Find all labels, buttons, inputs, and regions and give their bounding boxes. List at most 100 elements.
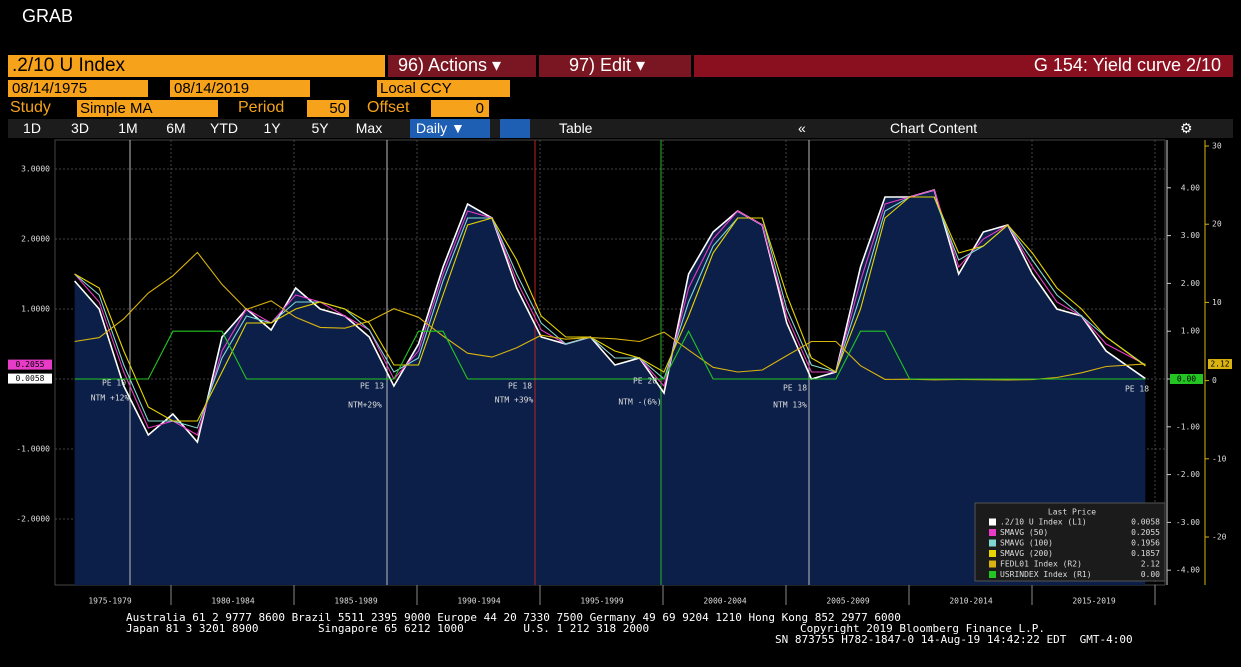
y-tick-label: 2.0000 (21, 234, 50, 243)
price-tag (8, 359, 52, 370)
annotation: NTM +39% (495, 396, 534, 405)
offset-label: Offset (367, 99, 410, 116)
chart-type-button[interactable] (500, 119, 530, 138)
y3-tick-label: 20 (1212, 220, 1222, 229)
x-tick-label: 1985-1989 (334, 597, 378, 606)
chart: 1975-1979 1980-1984 1985-1989 1990-1994 1995… (8, 139, 1232, 606)
x-tick-label: 2010-2014 (949, 597, 993, 606)
range-button[interactable]: 1Y (263, 120, 281, 136)
copyright: Copyright 2019 Bloomberg Finance L.P. (800, 622, 1046, 635)
y2-tick-label: -1.00 (1176, 422, 1200, 431)
legend-value: 0.1857 (1131, 549, 1160, 558)
y2-tick-label: 3.00 (1181, 231, 1200, 240)
x-tick-label: 2005-2009 (826, 597, 870, 606)
study[interactable]: Simple MA (77, 100, 218, 117)
actions-menu[interactable]: 96) Actions ▾ (388, 55, 536, 77)
y3-tick-label: 10 (1212, 298, 1222, 307)
table-button[interactable]: Table (559, 120, 593, 136)
legend-label: SMAVG (50) (1000, 528, 1048, 537)
edit-menu[interactable]: 97) Edit ▾ (539, 55, 691, 77)
legend-label: FEDL01 Index (R2) (1000, 560, 1082, 569)
series-line (74, 329, 1146, 380)
period[interactable]: 50 (307, 100, 349, 117)
y2-tick-label: 2.00 (1181, 279, 1200, 288)
offset[interactable]: 0 (431, 100, 489, 117)
y2-tick-label: 4.00 (1181, 183, 1200, 192)
annotation: NTM +12% (91, 394, 130, 403)
legend-swatch (989, 539, 996, 547)
legend-value: 0.1956 (1131, 539, 1160, 548)
app-title: GRAB (22, 6, 74, 26)
annotation: NTM 13% (773, 401, 807, 410)
x-tick-label: 2000-2004 (703, 597, 747, 606)
footer-line: Japan 81 3 3201 8900 Singapore 65 6212 1… (126, 622, 650, 635)
settings-icon[interactable]: ⚙ (1180, 120, 1193, 136)
y2-tick-label: -3.00 (1176, 518, 1200, 527)
legend-value: 0.0058 (1131, 518, 1160, 527)
y-tick-label: 1.0000 (21, 304, 50, 313)
y2-tick-label: -2.00 (1176, 470, 1200, 479)
annotation: PE 18 (1125, 385, 1149, 394)
footer-line: SN 873755 H782-1847-0 14-Aug-19 14:42:22… (775, 633, 1133, 646)
study-label: Study (10, 99, 51, 116)
frequency[interactable]: Daily ▼ (410, 119, 490, 138)
range-button[interactable]: 1M (118, 120, 138, 136)
start-date[interactable]: 08/14/1975 (8, 80, 148, 97)
legend-swatch (989, 529, 996, 536)
range-button[interactable]: 1D (23, 120, 41, 136)
annotation: PE 20 (633, 377, 657, 386)
series-line (73, 189, 1146, 444)
range-button[interactable]: 5Y (311, 120, 329, 136)
price-tag (1208, 359, 1232, 370)
legend-swatch (989, 571, 996, 578)
y-tick-label: -1.0000 (16, 444, 50, 453)
area (74, 190, 1146, 585)
price-tag-label: 0.2055 (16, 360, 45, 369)
page-title: G 154: Yield curve 2/10 (694, 55, 1233, 77)
range-button[interactable]: 3D (71, 120, 89, 136)
toolbar (8, 119, 1233, 138)
collapse-icon[interactable]: « (798, 120, 806, 136)
price-tag (8, 373, 52, 384)
y3-tick-label: 0 (1212, 376, 1217, 385)
range-button[interactable]: 6M (166, 120, 186, 136)
y-tick-label: -2.0000 (16, 514, 50, 523)
legend-swatch (989, 560, 996, 568)
y2-tick-label: 1.00 (1181, 327, 1200, 336)
y-tick-label: 3.0000 (21, 164, 50, 173)
legend-value: 0.00 (1141, 570, 1160, 579)
period-label: Period (238, 99, 285, 116)
end-date[interactable]: 08/14/2019 (170, 80, 310, 97)
x-tick-label: 1995-1999 (580, 597, 624, 606)
x-tick-label: 2015-2019 (1072, 597, 1116, 606)
legend-title: Last Price (1048, 508, 1096, 517)
legend-value: 0.2055 (1131, 528, 1160, 537)
footer-line: Australia 61 2 9777 8600 Brazil 5511 239… (126, 611, 901, 624)
annotation: PE 18 (783, 384, 807, 393)
chart-content-button[interactable]: Chart Content (890, 120, 978, 136)
legend-swatch (989, 550, 996, 557)
y2-tick-label: -4.00 (1176, 566, 1200, 575)
legend-value: 2.12 (1141, 560, 1160, 569)
x-tick-label: 1975-1979 (88, 597, 132, 606)
y3-tick-label: 30 (1212, 142, 1222, 151)
series-line (74, 196, 1146, 422)
annotation: PE 10 (102, 379, 126, 388)
legend-label: .2/10 U Index (L1) (1000, 518, 1087, 527)
currency[interactable]: Local CCY (377, 80, 510, 97)
legend-swatch (989, 518, 996, 526)
annotation: PE 13 (360, 382, 384, 391)
legend-label: SMAVG (200) (1000, 549, 1053, 558)
price-tag (1170, 373, 1203, 384)
x-tick-label: 1980-1984 (211, 597, 255, 606)
price-tag-label: 2.12 (1210, 360, 1229, 369)
annotation: PE 18 (508, 382, 532, 391)
y3-tick-label: -20 (1212, 532, 1227, 541)
annotation: NTM -(6%) (618, 398, 661, 407)
annotation: NTM+29% (348, 401, 382, 410)
x-tick-label: 1990-1994 (457, 597, 501, 606)
ticker[interactable]: .2/10 U Index (8, 55, 385, 77)
range-button[interactable]: Max (355, 120, 383, 136)
range-button[interactable]: YTD (210, 120, 238, 136)
